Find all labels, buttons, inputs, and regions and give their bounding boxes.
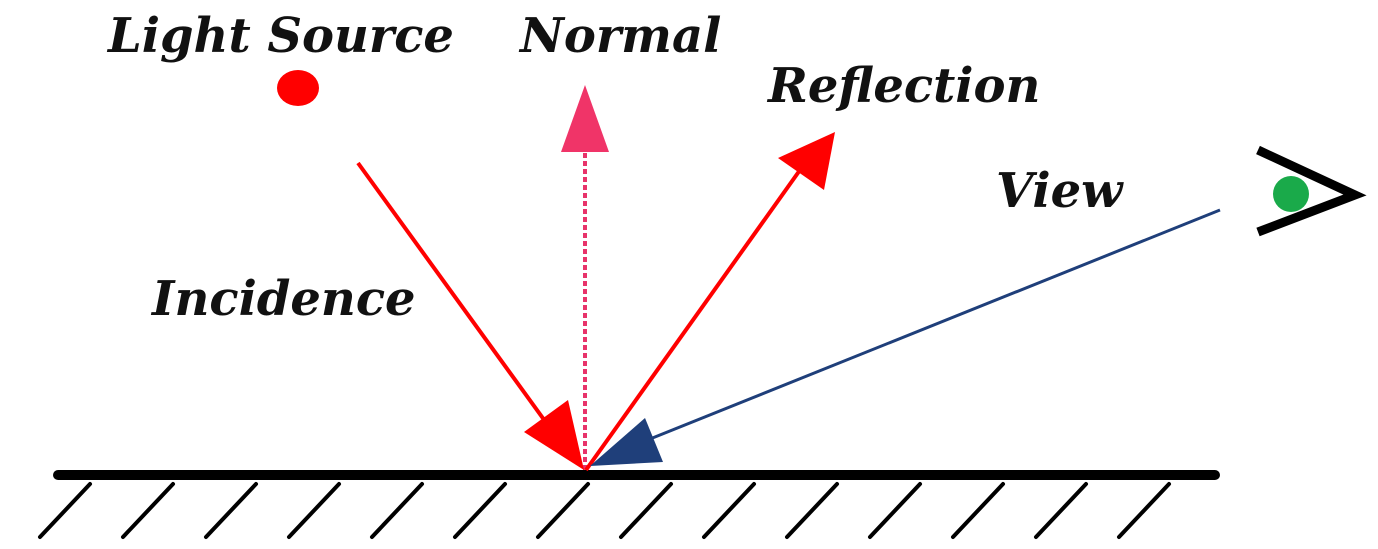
light-source-icon bbox=[277, 70, 319, 106]
reflection-label: Reflection bbox=[766, 58, 1040, 114]
view-line bbox=[639, 208, 1221, 445]
eye-icon bbox=[1256, 145, 1367, 237]
incidence-arrowhead bbox=[524, 400, 584, 470]
reflection-arrowhead bbox=[778, 132, 835, 190]
incidence-label: Incidence bbox=[150, 271, 416, 327]
normal-label: Normal bbox=[518, 8, 721, 64]
surface-hatching bbox=[38, 482, 1171, 539]
reflection-line bbox=[584, 168, 802, 472]
view-label: View bbox=[996, 163, 1124, 219]
normal-arrowhead bbox=[561, 85, 609, 152]
light-source-label: Light Source bbox=[106, 8, 454, 64]
view-arrowhead bbox=[590, 418, 663, 466]
eye-pupil-icon bbox=[1273, 176, 1309, 212]
incidence-line bbox=[356, 161, 552, 430]
